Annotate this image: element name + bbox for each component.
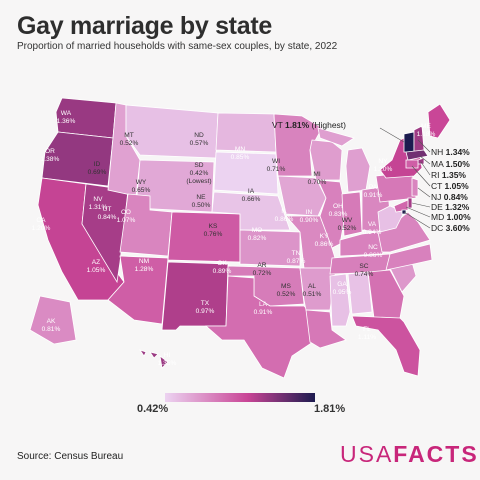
- callout-line-ct: [411, 165, 431, 187]
- state-label-wy: WY 0.65%: [132, 179, 151, 194]
- state-de: [407, 197, 413, 209]
- state-ar: [299, 267, 337, 311]
- state-label-ky: KY 0.86%: [315, 233, 334, 248]
- state-in: [341, 191, 363, 237]
- state-sd: [213, 151, 279, 195]
- logo-usa: USA: [340, 441, 394, 467]
- state-ma: [405, 149, 429, 161]
- callout-line-de: [411, 202, 431, 208]
- legend-max-label: 1.81%: [314, 403, 346, 415]
- state-label-ks: KS 0.76%: [204, 223, 223, 238]
- callout-line-nj: [417, 187, 431, 198]
- state-label-ak: AK 0.81%: [42, 318, 61, 333]
- legend-min-label: 0.42%: [137, 403, 169, 415]
- state-label-mn: MN 0.85%: [231, 146, 250, 161]
- state-label-wv: WV 0.52%: [338, 217, 357, 232]
- source-note: Source: Census Bureau: [17, 451, 124, 462]
- state-label-ar: AR 0.72%: [253, 262, 272, 277]
- usafacts-logo: USAFACTS: [340, 441, 479, 468]
- state-nd: [215, 112, 277, 153]
- state-label-wi: WI 0.71%: [267, 158, 286, 173]
- state-label-ga: GA 0.95%: [333, 281, 352, 296]
- state-ia: [277, 175, 327, 217]
- state-or: [41, 131, 114, 187]
- state-vt: [403, 131, 415, 153]
- state-nj: [411, 177, 419, 197]
- state-label-ut: UT 0.84%: [98, 206, 117, 221]
- state-fl: [351, 315, 421, 377]
- state-label-va: VA 0.84%: [363, 221, 382, 236]
- state-label-hi: HI 1.35%: [158, 352, 177, 367]
- state-label-tn: TN 0.87%: [287, 250, 306, 265]
- state-label-wa: WA 1.36%: [57, 110, 76, 125]
- state-la: [305, 309, 347, 349]
- state-label-nv: NV 1.31%: [89, 196, 108, 211]
- state-ms: [329, 273, 351, 327]
- callout-line-dc: [403, 211, 431, 229]
- state-mt: [125, 104, 219, 159]
- state-label-la: LA 0.91%: [254, 301, 273, 316]
- state-label-il: IL 0.86%: [275, 208, 294, 223]
- state-mn: [273, 113, 323, 177]
- state-label-ok: OK 0.89%: [213, 260, 232, 275]
- callout-line-md: [405, 206, 431, 218]
- callout-label-nh: NH 1.34%: [431, 147, 470, 157]
- color-legend: [165, 393, 315, 402]
- state-label-ms: MS 0.52%: [277, 283, 296, 298]
- state-me: [427, 103, 451, 139]
- callout-line-vt: [379, 127, 405, 143]
- state-ks: [239, 229, 301, 267]
- state-label-mo: MO 0.82%: [248, 227, 267, 242]
- state-nc: [385, 243, 433, 271]
- state-label-sd: SD 0.42% (Lowest): [186, 162, 211, 185]
- legend-gradient-bar: [165, 393, 315, 402]
- state-md: [393, 199, 409, 213]
- callout-label-dc: DC 3.60%: [431, 223, 470, 233]
- state-nm: [161, 261, 229, 331]
- state-label-al: AL 0.51%: [303, 283, 322, 298]
- state-label-or: OR 1.38%: [41, 148, 60, 163]
- state-label-nm: NM 1.28%: [135, 258, 154, 273]
- state-wv: [377, 205, 405, 233]
- state-il: [317, 179, 347, 249]
- callout-label-ri: RI 1.35%: [431, 170, 466, 180]
- state-label-nc: NC 0.86%: [364, 244, 383, 259]
- state-hi: [139, 349, 169, 369]
- chart-subtitle: Proportion of married households with sa…: [17, 41, 338, 52]
- state-label-co: CO 1.07%: [117, 209, 136, 224]
- state-label-az: AZ 1.05%: [87, 259, 106, 274]
- state-label-mt: MT 0.52%: [120, 132, 139, 147]
- state-al: [347, 271, 373, 315]
- callout-label-de: DE 1.32%: [431, 202, 470, 212]
- state-label-me: ME 1.18%: [417, 123, 436, 138]
- callout-label-md: MD 1.00%: [431, 212, 471, 222]
- state-label-ia: IA 0.66%: [242, 188, 261, 203]
- state-ak: [29, 295, 77, 345]
- callout-line-ma: [419, 155, 431, 165]
- state-label-nd: ND 0.57%: [190, 132, 209, 147]
- state-label-mi: MI 0.70%: [308, 171, 327, 186]
- us-choropleth-map: WA 1.36% OR 1.38% CA 1.20% NV 1.31% ID 0.69% MT 0.5…: [29, 97, 471, 379]
- state-label-sc: SC 0.74%: [355, 263, 374, 278]
- state-label-ne: NE 0.50%: [192, 194, 211, 209]
- callout-line-ri: [420, 161, 431, 176]
- state-label-ny: NY 1.20%: [374, 158, 393, 173]
- state-label-oh: OH 0.83%: [329, 203, 348, 218]
- state-ct: [405, 159, 419, 169]
- callout-label-ct: CT 1.05%: [431, 181, 469, 191]
- state-label-fl: FL 1.11%: [358, 326, 376, 341]
- callout-label-ma: MA 1.50%: [431, 159, 470, 169]
- callout-line-nh: [417, 139, 431, 153]
- state-label-pa: PA 0.91%: [364, 184, 383, 199]
- state-label-tx: TX 0.97%: [196, 300, 215, 315]
- callout-label-vt: VT 1.81% (Highest): [272, 120, 346, 130]
- state-label-in: IN 0.90%: [300, 209, 319, 224]
- state-label-ca: CA 1.20%: [32, 217, 51, 232]
- callout-label-nj: NJ 0.84%: [431, 192, 468, 202]
- state-tx: [204, 275, 317, 379]
- state-label-id: ID 0.69%: [88, 161, 107, 176]
- logo-facts: FACTS: [393, 441, 479, 467]
- chart-title: Gay marriage by state: [17, 12, 272, 40]
